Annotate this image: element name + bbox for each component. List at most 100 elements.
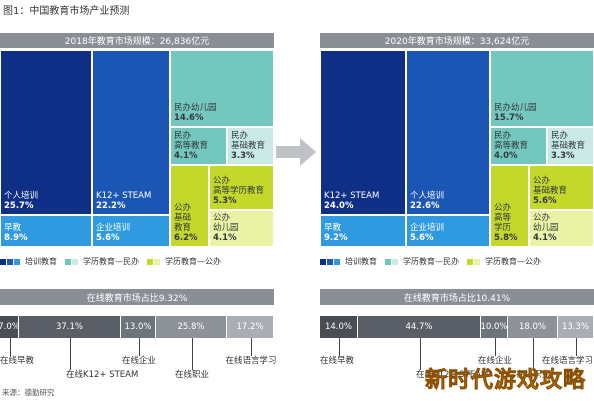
treemap-cell-value: 22.2%	[96, 201, 126, 211]
bar-2020-title: 在线教育市场占比10.41%	[320, 289, 594, 305]
watermark-logo: 新时代游戏攻略	[424, 368, 586, 394]
legend-swatch	[334, 258, 340, 265]
bar-segment: 37.1%	[19, 316, 121, 338]
treemap-cell: 早教 9.2%	[320, 215, 406, 247]
treemap-cell-label: 公办	[533, 213, 551, 223]
treemap-cell-label: 民办幼儿园	[174, 103, 217, 113]
treemap-cell: 民办幼儿园 15.7%	[490, 50, 594, 127]
bar-segment-value: 7.0%	[0, 322, 20, 332]
treemap-cell-value: 8.9%	[4, 233, 28, 243]
treemap-cell-label: 基础教育	[231, 141, 266, 151]
treemap-cell-label: 高等教育	[494, 141, 529, 151]
bar-category-label: 在线早教	[0, 356, 35, 366]
treemap-cell: 民办幼儿园 14.6%	[170, 50, 274, 127]
legend-label: 学历教育—民办	[403, 257, 459, 266]
legend-swatch	[14, 258, 20, 265]
bar-2018-title: 在线教育市场占比9.32%	[0, 289, 274, 305]
treemap-cell-label: 高等	[494, 213, 512, 223]
legend-label: 学历教育—公办	[485, 257, 541, 266]
treemap-cell-value: 5.8%	[494, 233, 518, 243]
treemap-cell-label: K12+ STEAM	[96, 191, 152, 201]
treemap-cell-label: 基础	[174, 213, 192, 223]
bar-segment: 10.0%	[481, 316, 508, 338]
bar-segment-value: 14.0%	[324, 322, 352, 332]
treemap-cell: 公办 幼儿园 4.1%	[209, 210, 274, 247]
treemap-cell: 民办 基础教育 3.3%	[547, 127, 594, 165]
treemap-cell: 早教 8.9%	[0, 215, 92, 247]
treemap-cell-value: 4.0%	[494, 151, 518, 161]
treemap-cell-label: 公办	[494, 203, 512, 213]
treemap-cell: 公办 基础教育 5.6%	[529, 165, 594, 210]
legend-label: 培训教育	[345, 257, 377, 266]
legend-swatch	[467, 258, 473, 265]
legend-2020: 培训教育 学历教育—民办 学历教育—公办	[320, 256, 549, 267]
stacked-bar-2020: 14.0% 44.7% 10.0% 18.0% 13.3%	[320, 316, 594, 338]
callout-tick	[251, 338, 252, 356]
bar-category-label: 在线语言学习	[225, 356, 277, 366]
treemap-cell-value: 9.2%	[324, 233, 348, 243]
bar-segment: 44.7%	[358, 316, 481, 338]
treemap-cell-value: 22.6%	[410, 201, 440, 211]
treemap-cell-value: 14.6%	[174, 113, 204, 123]
stacked-bar-2018: 7.0% 37.1% 13.0% 25.8% 17.2%	[0, 316, 274, 338]
treemap-cell-label: 个人培训	[410, 191, 445, 201]
treemap-2018-title: 2018年教育市场规模：26,836亿元	[0, 33, 274, 48]
bar-segment: 25.8%	[156, 316, 227, 338]
legend-swatch	[147, 258, 153, 265]
legend-label: 培训教育	[25, 257, 57, 266]
callout-tick	[10, 338, 11, 356]
treemap-cell-label: 企业培训	[410, 223, 445, 233]
treemap-cell: 公办 基础 教育 6.2%	[170, 165, 209, 247]
treemap-cell: 公办 幼儿园 4.1%	[529, 210, 594, 247]
bar-segment-value: 17.2%	[236, 322, 264, 332]
treemap-cell: K12+ STEAM 22.2%	[92, 50, 170, 215]
treemap-cell-label: 高等教育	[174, 141, 209, 151]
bar-segment-value: 13.3%	[561, 322, 589, 332]
treemap-cell-label: K12+ STEAM	[324, 191, 380, 201]
treemap-cell-value: 4.1%	[213, 233, 237, 243]
treemap-cell: 民办 基础教育 3.3%	[227, 127, 274, 165]
treemap-cell-label: 早教	[324, 223, 342, 233]
bar-segment-value: 37.1%	[55, 322, 83, 332]
legend-swatch	[154, 258, 160, 265]
bar-category-label: 在线K12+ STEAM	[66, 370, 139, 380]
treemap-cell-label: 幼儿园	[213, 223, 239, 233]
treemap-cell-label: 早教	[4, 223, 22, 233]
treemap-cell-value: 6.2%	[174, 233, 198, 243]
bar-segment-value: 44.7%	[405, 322, 433, 332]
figure-title: 图1：中国教育市场产业预测	[3, 6, 130, 17]
legend-2018: 培训教育 学历教育—民办 学历教育—公办	[0, 256, 229, 267]
treemap-cell-label: 民办	[494, 131, 512, 141]
bar-segment: 13.0%	[121, 316, 156, 338]
bar-segment-value: 18.0%	[518, 322, 546, 332]
callout-tick	[420, 338, 421, 370]
treemap-cell: 企业培训 5.6%	[92, 215, 170, 247]
callout-tick	[339, 338, 340, 356]
bar-segment-value: 25.8%	[177, 322, 205, 332]
legend-swatch	[320, 258, 326, 265]
bar-segment-value: 13.0%	[124, 322, 152, 332]
treemap-cell-value: 24.0%	[324, 201, 354, 211]
treemap-cell-label: 公办	[174, 203, 192, 213]
treemap-cell-label: 企业培训	[96, 223, 131, 233]
treemap-cell-value: 25.7%	[4, 201, 34, 211]
treemap-cell-label: 基础教育	[551, 141, 586, 151]
treemap-cell-value: 15.7%	[494, 113, 524, 123]
bar-category-label: 在线职业	[174, 370, 209, 380]
bar-segment: 18.0%	[508, 316, 558, 338]
legend-swatch	[72, 258, 78, 265]
treemap-cell-label: 公办	[533, 176, 551, 186]
bar-segment: 13.3%	[558, 316, 594, 338]
arrow-right-icon	[276, 138, 316, 166]
treemap-cell-label: 学历	[494, 223, 512, 233]
bar-segment-value: 10.0%	[480, 322, 508, 332]
treemap-cell: 公办 高等 学历 5.8%	[490, 165, 529, 247]
treemap-cell-label: 民办	[174, 131, 192, 141]
callout-tick	[139, 338, 140, 356]
treemap-cell-label: 高等学历教育	[213, 186, 265, 196]
callout-tick	[192, 338, 193, 370]
bar-segment: 7.0%	[0, 316, 20, 338]
treemap-cell: 民办 高等教育 4.1%	[170, 127, 227, 165]
treemap-cell: 企业培训 5.6%	[406, 215, 490, 247]
treemap-cell: 个人培训 22.6%	[406, 50, 490, 215]
